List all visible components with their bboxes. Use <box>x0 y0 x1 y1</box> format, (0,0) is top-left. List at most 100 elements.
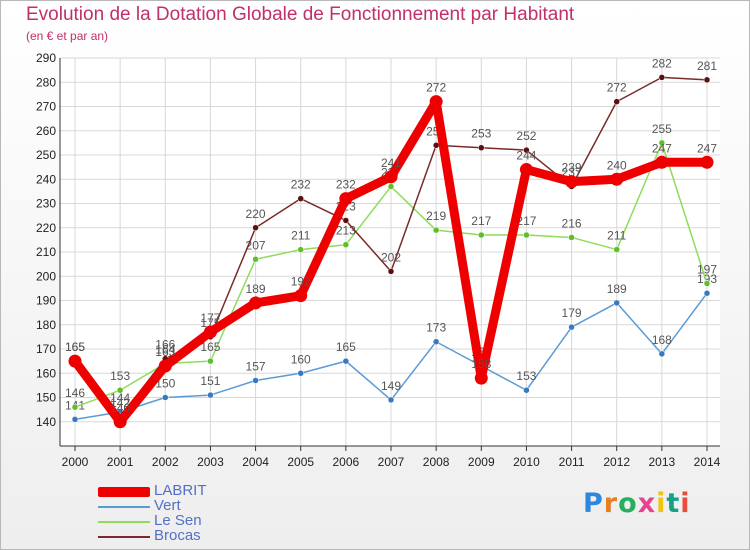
data-point-brocas <box>523 146 530 154</box>
data-label-labrit: 232 <box>336 178 356 192</box>
x-tick-label: 2013 <box>649 455 676 469</box>
data-point-labrit <box>158 359 172 373</box>
data-label-labrit: 240 <box>607 158 627 172</box>
x-tick-label: 2009 <box>468 455 495 469</box>
data-label-labrit: 165 <box>65 340 85 354</box>
data-point-le-sen <box>116 386 124 394</box>
data-point-brocas <box>252 224 259 231</box>
line-chart: 140 150 160 170 180 190 200 210 220 230 240 250 260 2… <box>36 51 721 469</box>
data-label-vert: 150 <box>155 377 175 391</box>
data-point-le-sen <box>252 256 259 263</box>
data-label-labrit: 247 <box>652 141 672 155</box>
logo-letter: t <box>666 488 681 519</box>
data-label-vert: 160 <box>291 352 311 366</box>
x-tick-label: 2010 <box>513 455 540 469</box>
x-tick-label: 2001 <box>107 455 134 469</box>
data-label-vert: 149 <box>381 379 401 393</box>
data-label-vert: 144 <box>110 391 130 405</box>
data-label-le-sen: 255 <box>652 122 672 136</box>
x-tick-label: 2002 <box>152 455 179 469</box>
logo-letter: i <box>656 488 667 519</box>
data-label-brocas: 281 <box>697 59 717 73</box>
data-point-brocas <box>658 74 666 81</box>
data-point-brocas <box>387 268 395 275</box>
data-label-le-sen: 211 <box>607 229 626 243</box>
y-tick-label: 220 <box>36 221 56 235</box>
data-label-brocas: 220 <box>246 207 266 221</box>
logo-letter: o <box>618 488 638 519</box>
data-point-labrit <box>429 95 443 109</box>
data-point-labrit <box>519 163 533 177</box>
data-label-le-sen: 211 <box>291 229 310 243</box>
x-tick-label: 2014 <box>694 455 721 469</box>
data-point-labrit <box>249 296 263 310</box>
data-label-vert: 173 <box>426 321 446 335</box>
data-point-vert <box>432 338 440 345</box>
y-tick-label: 270 <box>36 100 56 114</box>
data-label-vert: 157 <box>246 360 266 374</box>
data-point-vert <box>297 370 304 377</box>
data-label-brocas: 272 <box>607 81 627 95</box>
x-tick-label: 2004 <box>242 455 269 469</box>
logo-letter: r <box>603 488 619 519</box>
data-point-le-sen <box>432 226 440 234</box>
data-label-labrit: 158 <box>471 357 491 371</box>
data-point-labrit <box>384 170 398 184</box>
chart-subtitle: (en € et par an) <box>26 29 109 43</box>
data-label-le-sen: 207 <box>246 238 266 252</box>
data-point-brocas <box>478 144 485 151</box>
data-label-brocas: 253 <box>471 127 491 141</box>
data-point-labrit <box>700 155 714 169</box>
data-label-brocas: 142 <box>110 396 130 410</box>
data-point-le-sen <box>207 357 214 365</box>
data-point-le-sen <box>703 280 711 287</box>
data-label-le-sen: 197 <box>697 263 717 277</box>
legend-swatch-vert <box>98 506 150 508</box>
data-point-vert <box>252 377 259 384</box>
data-label-brocas: 165 <box>65 340 85 354</box>
y-tick-label: 250 <box>36 148 56 162</box>
y-tick-label: 160 <box>36 366 56 380</box>
data-point-labrit <box>474 371 488 385</box>
data-point-labrit <box>113 415 127 429</box>
proxiti-logo: Proxiti <box>583 488 691 519</box>
data-point-labrit <box>339 192 353 206</box>
logo-letter: x <box>637 488 657 519</box>
y-tick-label: 230 <box>36 197 56 211</box>
data-label-brocas: 166 <box>155 338 175 352</box>
data-point-le-sen <box>523 231 530 239</box>
data-point-vert <box>162 394 169 401</box>
data-point-le-sen <box>613 246 620 253</box>
data-point-labrit <box>294 289 308 303</box>
legend-swatch-le-sen <box>98 521 150 523</box>
legend-label-brocas: Brocas <box>154 527 201 544</box>
data-label-brocas: 232 <box>291 178 311 192</box>
data-point-vert <box>703 289 711 297</box>
y-tick-label: 210 <box>36 245 56 259</box>
data-point-vert <box>658 350 666 358</box>
data-label-labrit: 192 <box>291 275 311 289</box>
data-point-vert <box>207 391 214 399</box>
x-tick-label: 2012 <box>603 455 630 469</box>
y-tick-label: 260 <box>36 124 56 138</box>
data-label-vert: 165 <box>336 340 356 354</box>
y-tick-label: 200 <box>36 269 56 283</box>
data-label-le-sen: 216 <box>562 216 582 230</box>
data-label-labrit: 189 <box>246 282 266 296</box>
data-point-brocas <box>297 195 304 202</box>
x-tick-label: 2011 <box>559 455 585 469</box>
x-tick-label: 2000 <box>62 455 89 469</box>
data-label-brocas: 282 <box>652 56 672 70</box>
x-tick-label: 2008 <box>423 455 450 469</box>
data-point-vert <box>523 386 530 394</box>
data-point-vert <box>342 357 350 365</box>
logo-letter: i <box>680 488 691 519</box>
y-tick-label: 150 <box>36 391 56 405</box>
data-point-brocas <box>432 142 440 149</box>
data-point-le-sen <box>658 139 666 147</box>
y-tick-label: 140 <box>36 415 56 429</box>
data-label-labrit: 244 <box>516 149 536 163</box>
data-label-brocas: 252 <box>516 129 536 143</box>
data-label-le-sen: 164 <box>155 343 175 357</box>
data-point-le-sen <box>297 246 304 253</box>
